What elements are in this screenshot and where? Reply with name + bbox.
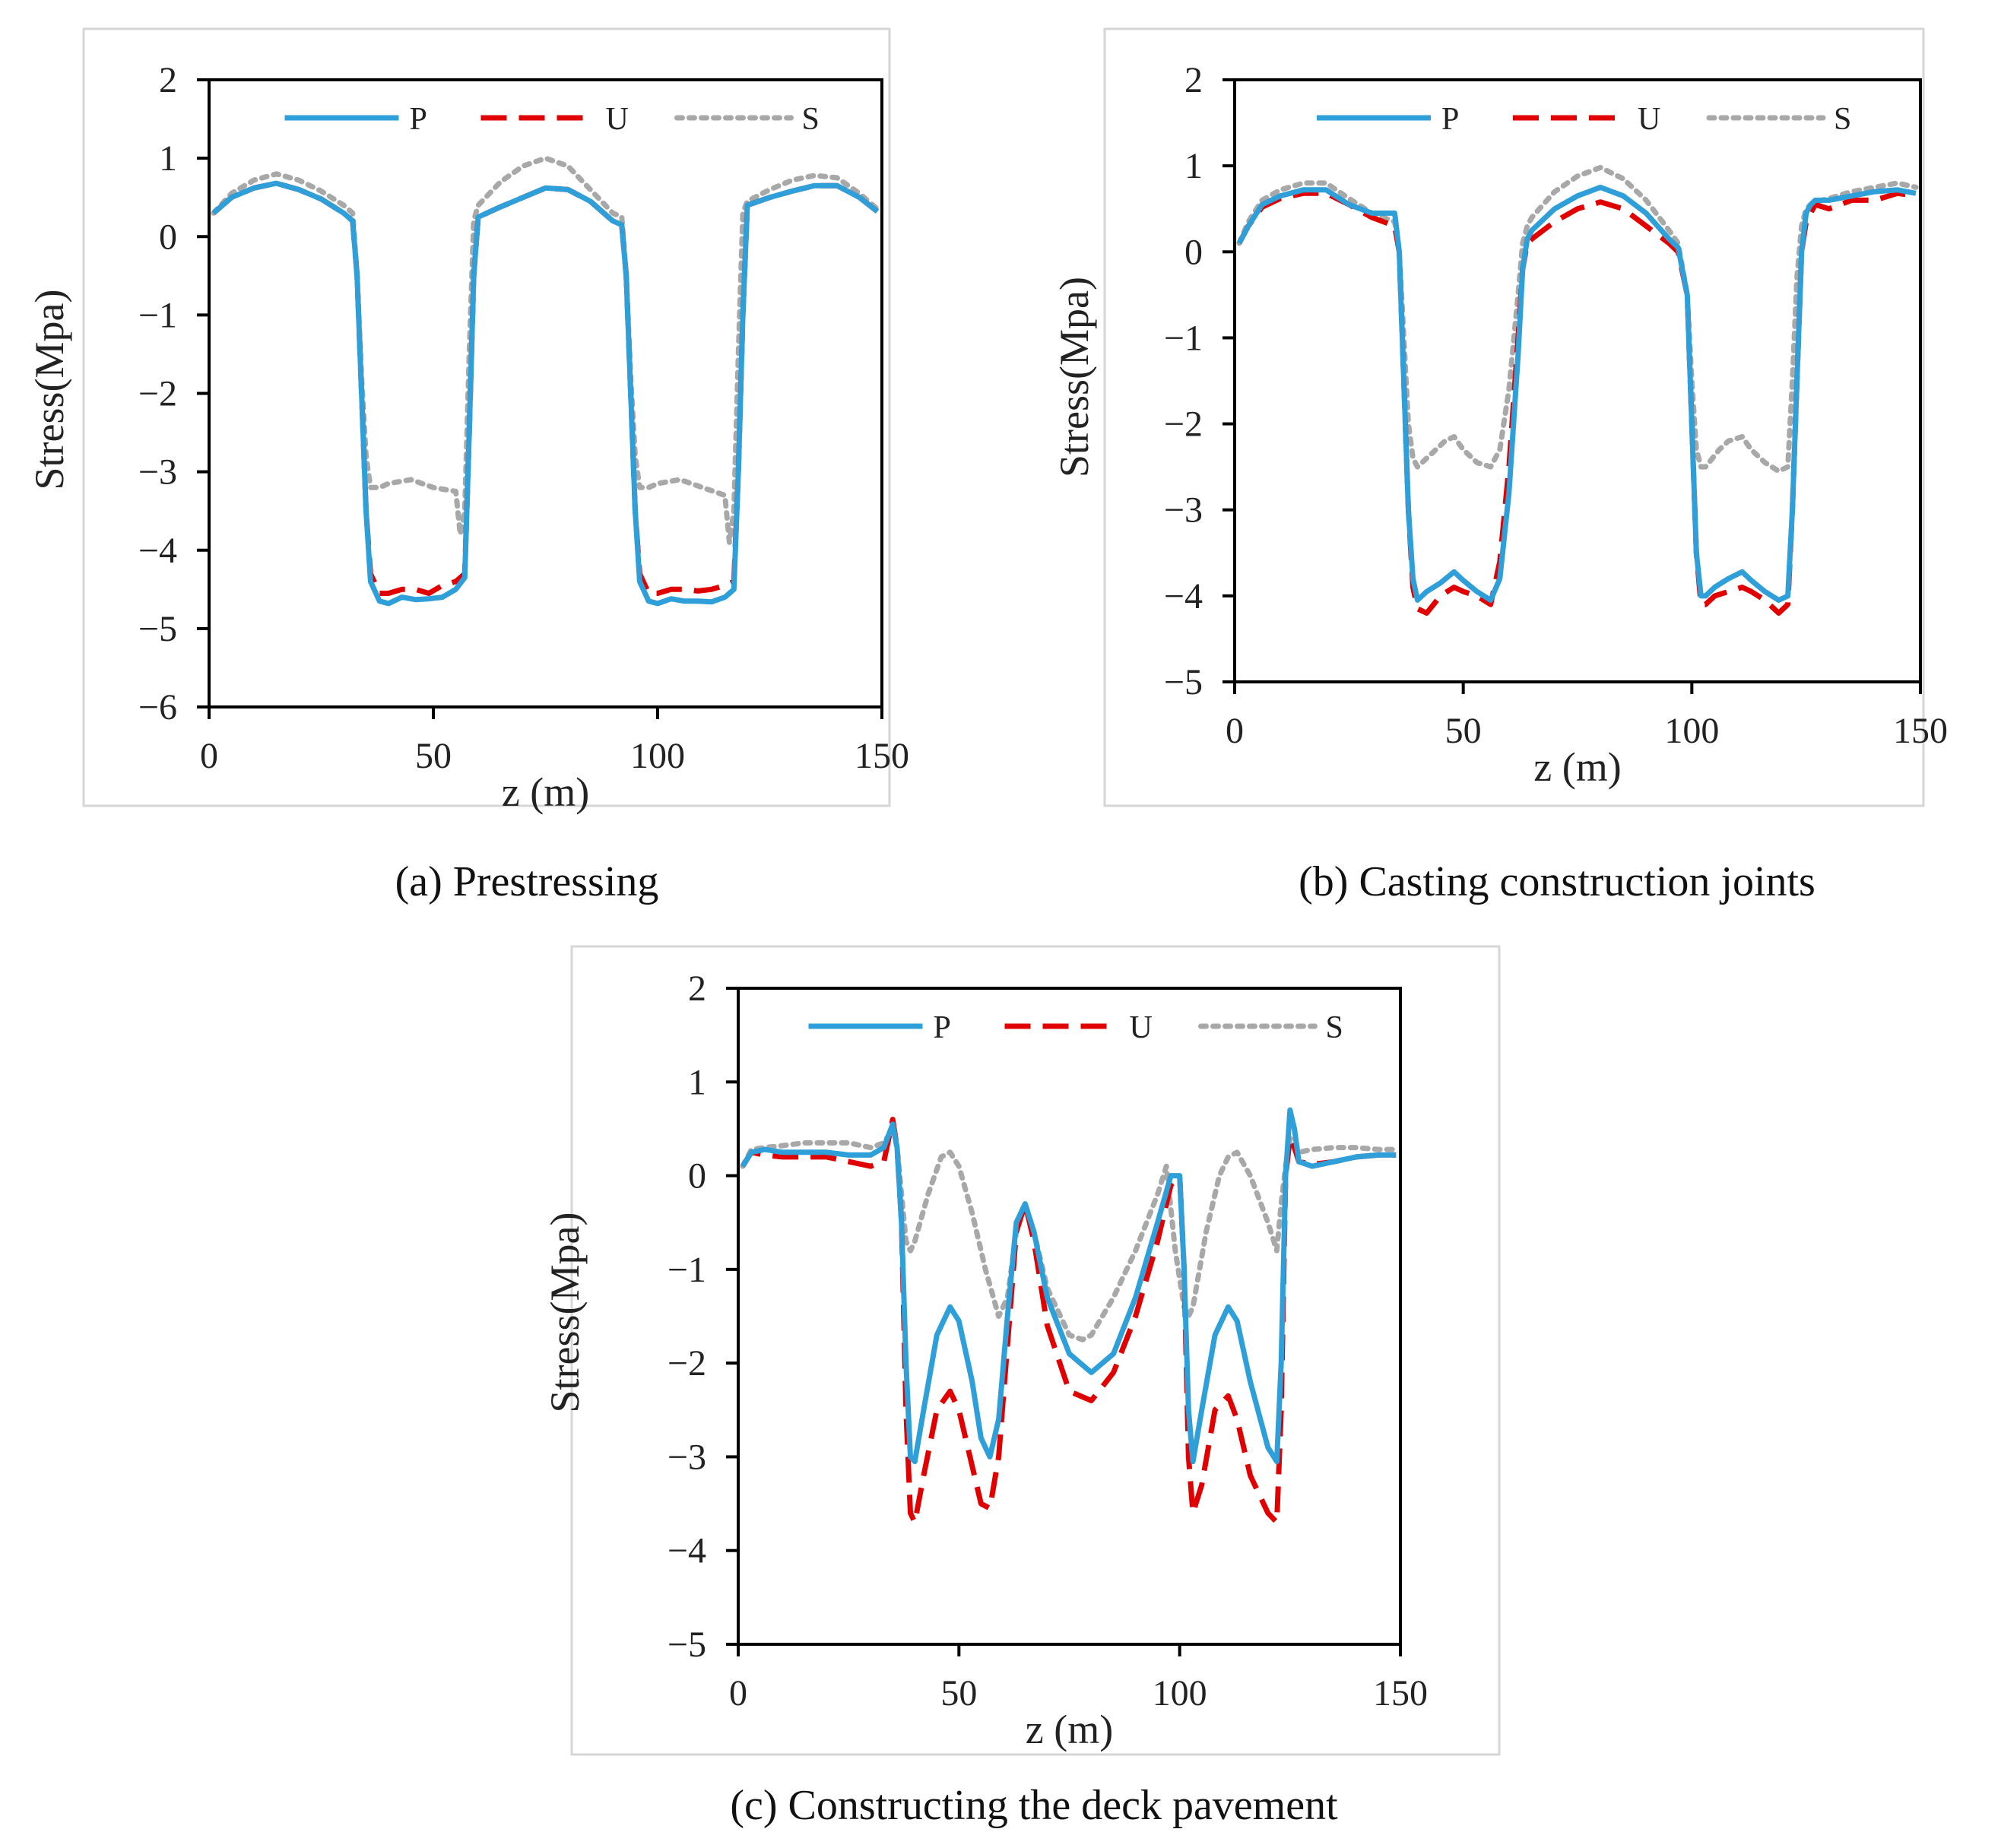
chart-c-ytick-label: −1 — [668, 1250, 706, 1290]
chart-c-legend-label-p: P — [934, 1010, 951, 1045]
chart-b-ylabel: Stress(Mpa) — [1051, 277, 1097, 477]
chart-c-xtick-label: 50 — [940, 1673, 977, 1713]
chart-b-series-p — [1236, 184, 1917, 603]
chart-c-legend-label-u: U — [1130, 1010, 1153, 1045]
chart-c-caption: (c) Constructing the deck pavement — [730, 1782, 1338, 1829]
chart-b-ytick-label: 0 — [1184, 232, 1203, 272]
chart-b-ytick-label: −5 — [1164, 662, 1203, 702]
chart-c-ytick-label: 0 — [688, 1156, 706, 1197]
chart-b-caption: (b) Casting construction joints — [1299, 858, 1815, 905]
chart-a-ytick-label: −6 — [138, 687, 177, 727]
chart-b-legend-label-s: S — [1834, 102, 1851, 137]
chart-a: 2 1 0 −1 −2 −3 −4 −5 −6 0 50 100 150 z (m) Stress(Mpa)… — [27, 27, 909, 815]
chart-c-ytick-label: 2 — [688, 968, 706, 1009]
chart-a-xtick-label: 0 — [200, 736, 218, 776]
chart-c-frame — [570, 945, 1501, 1756]
chart-a-legend-label-s: S — [802, 102, 820, 137]
chart-b-xtick-label: 100 — [1664, 711, 1719, 751]
chart-a-caption: (a) Prestressing — [395, 858, 659, 905]
chart-a-legend-label-p: P — [410, 102, 427, 137]
chart-c-series-u — [740, 1117, 1397, 1526]
chart-b-xlabel: z (m) — [1533, 744, 1621, 790]
chart-b-legend-label-p: P — [1441, 102, 1459, 137]
chart-b-ytick-label: −3 — [1164, 490, 1203, 531]
chart-b-frame — [1103, 27, 1925, 807]
chart-a-xtick-label: 150 — [855, 736, 909, 776]
chart-a-xlabel: z (m) — [502, 769, 589, 815]
chart-c-ytick-label: −2 — [668, 1343, 706, 1384]
chart-b: 2 1 0 −1 −2 −3 −4 −5 0 50 100 150 z (m) Stress(Mpa) P U… — [1051, 27, 1948, 807]
chart-a-series-p — [211, 180, 880, 607]
chart-b-plot-area — [1233, 78, 1922, 683]
chart-b-legend-label-u: U — [1638, 102, 1660, 137]
chart-c-legend-label-s: S — [1326, 1010, 1343, 1045]
chart-b-ytick-label: 1 — [1184, 146, 1203, 186]
chart-c-xtick-label: 150 — [1373, 1673, 1428, 1713]
chart-a-ytick-label: 0 — [159, 217, 177, 257]
chart-b-xtick-label: 50 — [1445, 711, 1482, 751]
chart-a-ytick-label: −2 — [138, 374, 177, 414]
chart-c-xlabel: z (m) — [1026, 1707, 1113, 1752]
chart-c-ytick-label: −3 — [668, 1437, 706, 1477]
chart-a-ytick-label: −3 — [138, 452, 177, 493]
chart-c-xtick-label: 0 — [729, 1673, 747, 1713]
chart-c-plot-area — [737, 987, 1402, 1646]
chart-b-xtick-label: 150 — [1893, 711, 1948, 751]
chart-c-ylabel: Stress(Mpa) — [542, 1212, 588, 1413]
chart-b-xtick-label: 0 — [1226, 711, 1244, 751]
chart-a-frame — [82, 27, 891, 807]
chart-b-series-s — [1236, 164, 1919, 474]
chart-c-series-p — [740, 1107, 1397, 1465]
chart-a-legend-label-u: U — [606, 102, 629, 137]
chart-c: 2 1 0 −1 −2 −3 −4 −5 0 50 100 150 z (m) Stress(Mpa) P U… — [542, 945, 1501, 1756]
chart-b-ytick-label: 2 — [1184, 60, 1203, 100]
chart-a-ytick-label: 2 — [159, 60, 177, 100]
chart-b-ytick-label: −1 — [1164, 318, 1203, 358]
chart-a-xtick-label: 50 — [415, 736, 452, 776]
chart-a-ylabel: Stress(Mpa) — [27, 290, 72, 490]
chart-c-ytick-label: −5 — [668, 1625, 706, 1665]
chart-c-xtick-label: 100 — [1153, 1673, 1207, 1713]
chart-a-ytick-label: −5 — [138, 609, 177, 649]
chart-a-ytick-label: −1 — [138, 295, 177, 335]
chart-a-ytick-label: −4 — [138, 531, 177, 571]
chart-a-xtick-label: 100 — [630, 736, 685, 776]
chart-c-ytick-label: −4 — [668, 1531, 706, 1571]
chart-b-ytick-label: −2 — [1164, 404, 1203, 445]
chart-c-ytick-label: 1 — [688, 1062, 706, 1102]
chart-b-ytick-label: −4 — [1164, 576, 1203, 617]
chart-a-ytick-label: 1 — [159, 138, 177, 179]
